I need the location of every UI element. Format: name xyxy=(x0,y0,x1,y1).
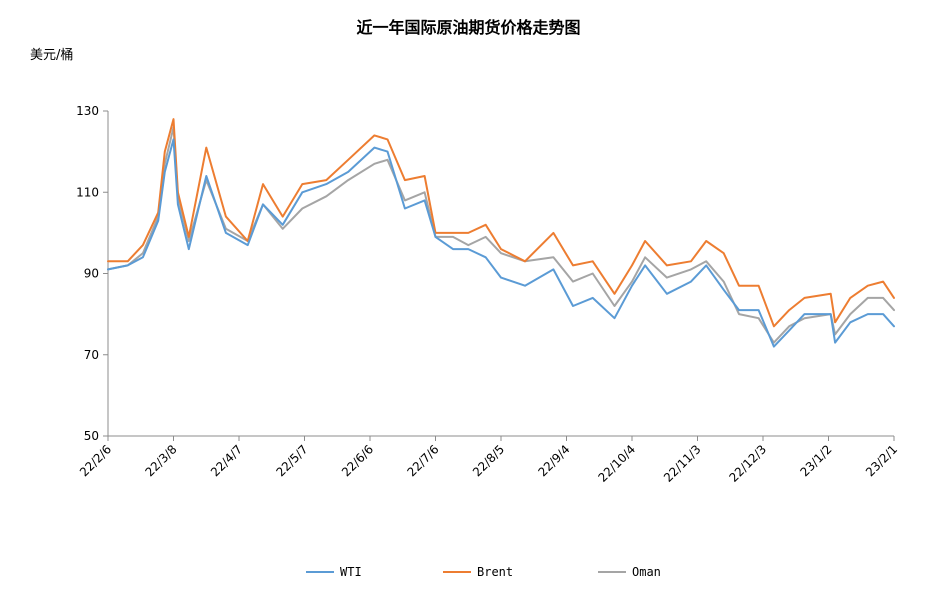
legend-label-brent: Brent xyxy=(477,565,513,579)
series-line-wti xyxy=(107,138,895,348)
legend-label-wti: WTI xyxy=(340,565,362,579)
x-tick-label: 22/11/3 xyxy=(661,442,704,485)
x-tick-label: 22/2/6 xyxy=(77,442,114,479)
y-tick-label: 50 xyxy=(84,429,99,443)
x-tick-label: 22/10/4 xyxy=(596,442,639,485)
legend-label-oman: Oman xyxy=(632,565,661,579)
y-tick-label: 70 xyxy=(84,348,99,362)
y-tick-label: 110 xyxy=(76,185,99,199)
series-layer xyxy=(107,118,895,348)
x-tick-label: 22/7/6 xyxy=(404,442,441,479)
x-tick-label: 22/12/3 xyxy=(727,442,770,485)
x-tick-label: 22/8/5 xyxy=(470,442,507,479)
x-tick-label: 22/4/7 xyxy=(208,442,245,479)
x-tick-label: 22/6/6 xyxy=(339,442,376,479)
series-line-oman xyxy=(107,126,895,344)
y-tick-label: 90 xyxy=(84,267,99,281)
y-axis-unit-label: 美元/桶 xyxy=(30,48,74,63)
series-line-brent xyxy=(107,118,895,328)
x-tick-label: 23/2/1 xyxy=(863,442,900,479)
x-tick-label: 22/5/7 xyxy=(273,442,310,479)
axes: 50 70 90 110 130 22/2/6 22/3/8 22/4/7 22/5/7 22/6… xyxy=(76,104,900,485)
y-tick-label: 130 xyxy=(76,104,99,118)
x-tick-label: 22/3/8 xyxy=(142,442,179,479)
x-tick-label: 22/9/4 xyxy=(535,442,572,479)
x-tick-label: 23/1/2 xyxy=(797,442,834,479)
chart-title: 近一年国际原油期货价格走势图 xyxy=(356,18,581,37)
legend: WTI Brent Oman xyxy=(306,565,661,579)
